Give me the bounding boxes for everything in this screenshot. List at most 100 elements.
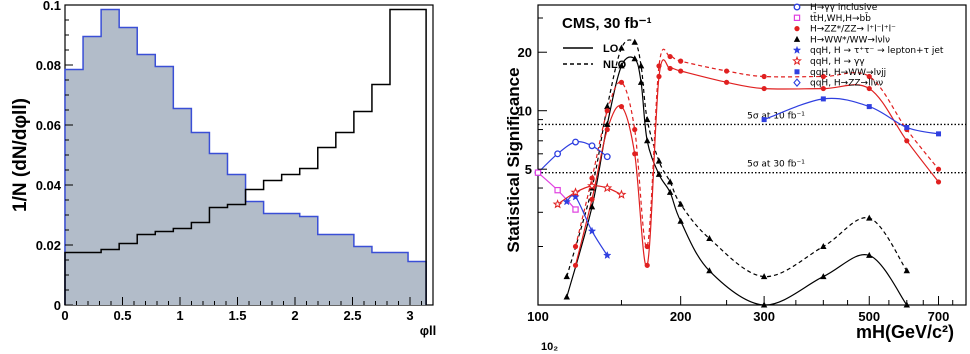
legend-entry: tt̄H,WH,H→bb̄ [810, 12, 871, 24]
data-point-marker [678, 58, 684, 64]
data-point-marker [572, 262, 579, 268]
right-x-offset-label: 10₂ [541, 341, 558, 353]
histogram-fill-area [65, 9, 427, 305]
left-x-tick-label: 0.5 [113, 308, 131, 323]
data-point-marker [820, 273, 827, 280]
legend-marker [793, 35, 801, 42]
data-point-marker [761, 73, 767, 80]
legend-entry: H→ZZ*/ZZ→ l⁺l⁻l⁺l⁻ [810, 25, 896, 35]
reference-line-label: 5σ at 10 fb⁻¹ [747, 111, 805, 121]
right-y-tick-label: 20 [518, 45, 532, 60]
data-point-marker [866, 104, 872, 110]
left-x-tick-label: 1 [176, 308, 183, 323]
data-point-marker [820, 96, 826, 102]
data-point-marker [618, 79, 625, 85]
right-x-tick-label: 200 [670, 309, 692, 324]
right-plot-frame [537, 4, 967, 306]
legend-marker [793, 78, 801, 87]
left-y-tick-label: 0.04 [36, 178, 62, 193]
legend-marker [792, 55, 802, 66]
data-point-marker [666, 178, 674, 185]
legend-entry: H→γγ inclusive [810, 3, 878, 13]
data-point-marker [706, 234, 713, 241]
style-legend: LO NLO [563, 43, 627, 71]
significance-curve [574, 59, 939, 267]
data-point-marker [644, 116, 651, 123]
data-point-marker [637, 78, 645, 85]
data-point-marker [637, 62, 645, 69]
data-point-marker [572, 206, 579, 213]
left-y-axis-label: 1/N (dN/dφll) [10, 98, 31, 212]
data-point-marker [723, 68, 730, 74]
significance-curve [566, 56, 908, 306]
data-point-marker [589, 175, 595, 181]
data-point-marker [587, 180, 597, 191]
left-x-tick-label: 2.5 [343, 308, 361, 323]
left-y-tick-label: 0.1 [43, 0, 61, 13]
data-point-marker [677, 217, 684, 224]
right-x-tick-label: 300 [753, 309, 775, 324]
right-x-tick-label: 700 [928, 309, 950, 324]
data-point-marker [644, 137, 651, 144]
data-point-marker [706, 267, 713, 274]
left-y-tick-label: 0.02 [36, 238, 61, 253]
data-point-marker [554, 150, 562, 158]
data-point-marker [820, 73, 826, 80]
data-point-marker [604, 103, 611, 110]
data-point-marker [866, 73, 872, 80]
data-point-marker [656, 73, 662, 80]
legend-entry: H→WW*/WW→lνlν [810, 35, 890, 45]
data-point-marker [677, 200, 684, 207]
data-point-marker [655, 157, 663, 164]
data-point-marker [616, 189, 627, 199]
data-point-marker [603, 153, 611, 161]
data-point-marker [618, 62, 625, 69]
data-point-marker [820, 243, 827, 250]
data-point-marker [761, 85, 767, 92]
data-point-marker [866, 85, 872, 92]
data-point-marker [602, 250, 612, 260]
data-point-marker [760, 273, 768, 280]
data-point-marker [820, 85, 826, 92]
data-point-marker [572, 138, 579, 146]
legend-marker [793, 3, 801, 11]
data-point-marker [618, 103, 625, 110]
reference-lines: 5σ at 10 fb⁻¹ 5σ at 30 fb⁻¹ [538, 111, 966, 174]
legend-marker [794, 69, 800, 75]
reference-line-label: 5σ at 30 fb⁻¹ [747, 160, 805, 170]
data-point-marker [935, 179, 942, 185]
data-point-marker [589, 196, 595, 202]
left-histogram-panel: 0 0.5 1 1.5 2 2.5 3 0 0.02 0.04 0.06 0.08 0.1 1/N (d… [10, 0, 436, 338]
left-y-tick-label: 0 [54, 298, 61, 313]
left-histogram-bars [64, 8, 427, 305]
data-point-marker [866, 214, 873, 221]
data-point-marker [570, 187, 581, 197]
right-y-tick-label: 5 [525, 162, 532, 177]
left-y-tick-label: 0.08 [36, 58, 61, 73]
data-point-marker [563, 293, 570, 300]
data-point-marker [604, 108, 610, 114]
data-point-marker [587, 226, 597, 235]
data-point-marker [723, 79, 730, 85]
legend-entry: qqH, H→WW→lνjj [810, 68, 886, 78]
right-x-axis-label: mH(GeV/c²) [856, 322, 954, 342]
data-point-marker [572, 243, 579, 250]
left-x-tick-label: 1.5 [228, 308, 246, 323]
left-x-tick-label: 0 [61, 308, 68, 323]
data-point-marker [761, 117, 767, 123]
data-point-marker [666, 188, 674, 195]
right-y-axis-label: Statistical Significance [504, 67, 523, 252]
data-point-marker [655, 170, 663, 177]
data-point-marker [604, 126, 610, 133]
histogram-filled-series-outline [64, 8, 427, 305]
data-point-marker [936, 131, 942, 137]
data-point-marker [903, 267, 910, 274]
significance-curve [566, 39, 908, 278]
data-point-marker [678, 68, 684, 74]
histogram-open-series-outline [64, 8, 427, 305]
cms-annotation: CMS, 30 fb⁻¹ [562, 15, 652, 32]
legend-marker [792, 45, 802, 54]
data-point-marker [618, 44, 625, 51]
